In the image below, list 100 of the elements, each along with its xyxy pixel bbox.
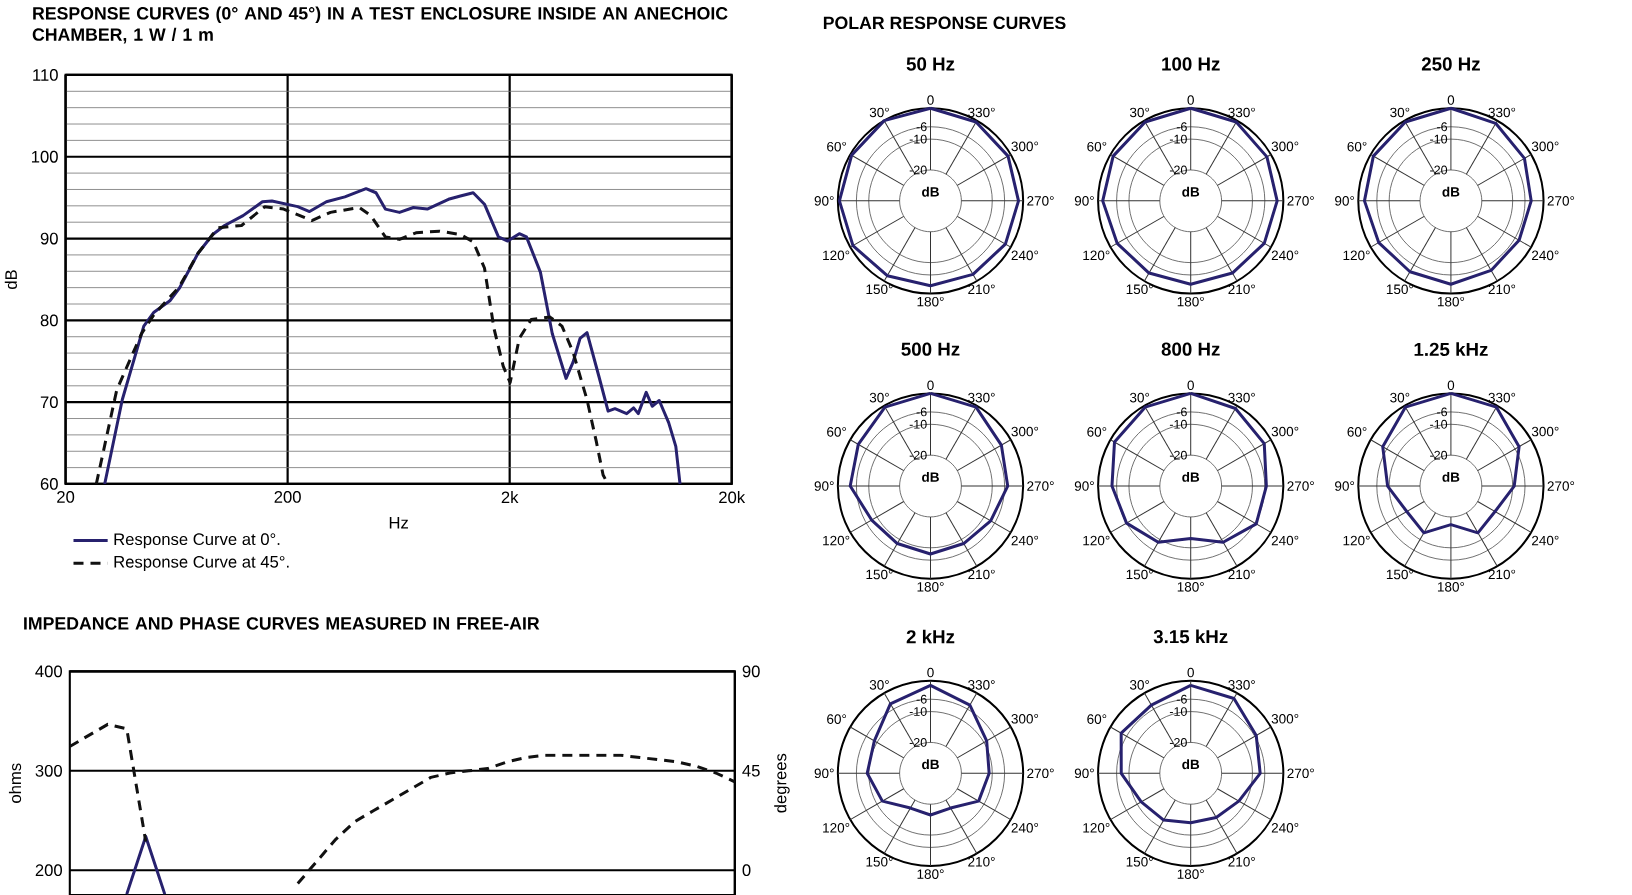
spoke-label: 150° [1386, 569, 1414, 580]
spoke-label: 180° [917, 296, 944, 307]
spoke-label: 60° [1087, 427, 1107, 437]
spoke-label: 330° [1228, 392, 1255, 403]
text: dB [1442, 186, 1460, 197]
spoke-label: 210° [1228, 284, 1255, 295]
spoke-label: 90° [814, 481, 834, 491]
y-tick-label: -6 [1176, 407, 1187, 417]
chart-title: 50 Hz [906, 57, 955, 71]
spoke-label: 0 [1187, 380, 1194, 390]
spoke-label: 180° [1177, 869, 1204, 879]
spoke-label: 60° [827, 427, 847, 437]
chart-title: 3.15 kHz [1153, 629, 1228, 644]
x-tick-label: 20 [57, 491, 75, 503]
spoke-label: 210° [968, 856, 995, 867]
spoke-label: 210° [1228, 856, 1255, 867]
spoke-label: 270° [1287, 768, 1314, 779]
spoke-label: 240° [1532, 250, 1559, 261]
spoke-label: 90° [1335, 196, 1355, 206]
spoke-label: 0 [1447, 95, 1455, 105]
text: dB [1442, 471, 1460, 482]
spoke-label: 300° [1011, 713, 1039, 724]
spoke-label: 90° [1074, 196, 1094, 206]
spoke-label: 180° [1177, 582, 1204, 592]
spoke-label: 210° [1488, 284, 1516, 295]
spoke-label: 120° [1343, 535, 1370, 546]
y-tick-label: -20 [1169, 737, 1187, 747]
y-tick-label: 400 [35, 665, 63, 678]
spoke-label: 120° [823, 250, 850, 261]
spoke-label: 60° [827, 714, 847, 724]
text: POLAR RESPONSE CURVES [823, 16, 1066, 30]
spoke-label: 120° [1083, 250, 1110, 261]
spoke-label: 240° [1011, 250, 1039, 261]
y-tick-label: -6 [916, 407, 927, 417]
spoke-label: 90° [1074, 481, 1094, 491]
y-tick-label: -6 [1176, 122, 1187, 132]
spoke-label: 330° [1488, 392, 1516, 403]
chart-title: 1.25 kHz [1414, 342, 1488, 357]
x-tick-label: 200 [274, 491, 301, 503]
spoke-label: 30° [869, 107, 889, 118]
spoke-label: 270° [1027, 768, 1054, 779]
legend-label: Response Curve at 45°. [114, 555, 289, 571]
y-axis-title: dB [4, 270, 17, 289]
y-tick-label: -10 [1169, 707, 1187, 716]
spoke-label: 150° [1386, 284, 1414, 295]
spoke-label: 150° [866, 856, 893, 867]
y-tick-label: -20 [909, 450, 927, 460]
spoke-label: 60° [1087, 714, 1107, 724]
spoke-label: 150° [1126, 856, 1153, 867]
text: dB [1182, 471, 1200, 482]
chart-title: 100 Hz [1162, 57, 1220, 71]
spoke-label: 330° [968, 392, 995, 403]
spoke-label: 90° [814, 768, 834, 779]
spoke-label: 90° [1335, 481, 1355, 491]
spoke-label: 0 [1187, 667, 1194, 678]
x-tick-label: 20k [719, 491, 746, 504]
y-tick-label: 200 [35, 864, 63, 877]
y-tick-label: 80 [40, 314, 58, 327]
spoke-label: 300° [1271, 426, 1299, 437]
y-tick-label: -10 [909, 707, 927, 716]
y-axis-title: ohms [8, 763, 22, 803]
y-tick-label: 100 [31, 150, 58, 163]
legend-label: Response Curve at 0°. [114, 533, 280, 549]
spoke-label: 300° [1531, 426, 1559, 437]
spoke-label: 330° [968, 680, 995, 690]
spoke-label: 0 [927, 667, 934, 678]
spoke-label: 240° [1532, 535, 1559, 546]
y2-tick-label: 0 [742, 864, 751, 877]
spoke-label: 0 [927, 380, 934, 390]
y-tick-label: -20 [1169, 165, 1187, 175]
chart-title: 500 Hz [901, 342, 960, 356]
spoke-label: 60° [827, 141, 847, 152]
y-tick-label: -10 [1169, 134, 1187, 144]
spoke-label: 300° [1271, 713, 1299, 724]
spoke-label: 30° [1129, 107, 1150, 118]
chart-title: IMPEDANCE AND PHASE CURVES MEASURED IN FREE-AIR [24, 617, 540, 630]
spoke-label: 270° [1547, 481, 1575, 491]
y-tick-label: -10 [1430, 134, 1448, 144]
y-tick-label: -6 [1437, 122, 1448, 132]
spoke-label: 240° [1271, 822, 1299, 833]
spoke-label: 210° [1488, 569, 1516, 580]
text: dB [1182, 186, 1200, 197]
spoke-label: 30° [1390, 107, 1410, 118]
spoke-label: 330° [1228, 107, 1255, 118]
spoke-label: 30° [1129, 392, 1150, 403]
spoke-label: 30° [869, 392, 889, 403]
spoke-label: 300° [1011, 141, 1039, 152]
spoke-label: 210° [968, 569, 995, 580]
spoke-label: 90° [814, 196, 834, 206]
spoke-label: 270° [1027, 196, 1054, 206]
chart-title: 800 Hz [1161, 342, 1220, 356]
y-tick-label: -6 [916, 122, 927, 132]
y-tick-label: -10 [909, 419, 927, 429]
text: dB [922, 471, 939, 482]
y-tick-label: -10 [909, 134, 927, 144]
chart-title: RESPONSE CURVES (0° AND 45°) IN A TEST ENCLOSURE INSIDE AN ANECHOIC CHAMBER, 1 W / 1 m [32, 6, 728, 44]
chart-title: 2 kHz [906, 629, 955, 644]
chart-title: 250 Hz [1421, 57, 1480, 71]
spoke-label: 90° [1074, 768, 1094, 779]
spoke-label: 0 [1447, 380, 1455, 390]
